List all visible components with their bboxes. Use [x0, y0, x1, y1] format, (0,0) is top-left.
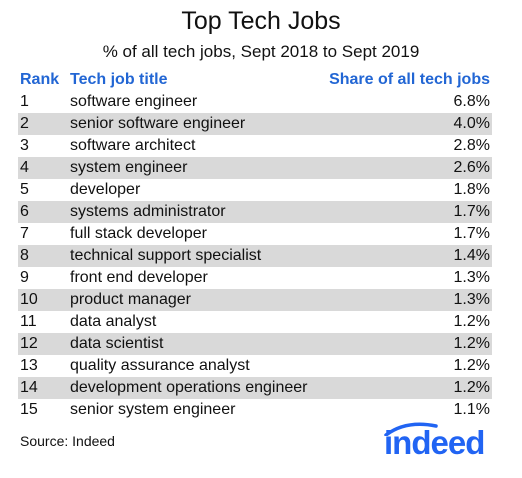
job-title-cell: senior software engineer: [70, 113, 321, 135]
table-row: 9 front end developer 1.3%: [18, 267, 492, 289]
job-title-cell: quality assurance analyst: [70, 357, 250, 374]
table-row: 3 software architect 2.8%: [18, 135, 492, 157]
table-row: 2 senior software engineer 4.0%: [18, 113, 492, 135]
job-title-cell: data analyst: [70, 313, 157, 330]
share-cell: 1.7%: [453, 225, 490, 242]
logo-arc-icon: [384, 422, 438, 436]
rank-cell: 5: [20, 181, 29, 198]
source-note: Source: Indeed: [20, 433, 115, 449]
header-rank: Rank: [20, 70, 60, 88]
rank-cell: 7: [20, 225, 29, 242]
table-row: 1 software engineer 6.8%: [18, 91, 492, 113]
chart-title: Top Tech Jobs: [181, 7, 341, 35]
rank-cell: 11: [20, 313, 37, 330]
share-cell: 1.2%: [453, 357, 490, 374]
job-title-cell: development operations engineer: [70, 377, 321, 399]
table-row: 12 data scientist 1.2%: [18, 333, 492, 355]
share-cell: 1.3%: [320, 289, 492, 311]
share-cell: 1.1%: [453, 401, 490, 418]
rank-cell: 4: [18, 157, 70, 179]
share-cell: 1.2%: [320, 377, 492, 399]
logo-wordmark: indeed: [384, 424, 485, 461]
job-title-cell: developer: [70, 181, 141, 198]
table-row: 14 development operations engineer 1.2%: [18, 377, 492, 399]
rank-cell: 13: [20, 357, 38, 374]
table-row: 10 product manager 1.3%: [18, 289, 492, 311]
table-row: 7 full stack developer 1.7%: [18, 223, 492, 245]
job-title-cell: front end developer: [70, 269, 208, 286]
job-title-cell: data scientist: [70, 333, 321, 355]
share-cell: 1.8%: [453, 181, 490, 198]
share-cell: 2.8%: [453, 137, 490, 154]
job-title-cell: software engineer: [70, 93, 198, 110]
header-job-title: Tech job title: [70, 70, 168, 88]
job-title-cell: system engineer: [70, 157, 321, 179]
share-cell: 2.6%: [320, 157, 492, 179]
share-cell: 1.2%: [453, 313, 490, 330]
header-share: Share of all tech jobs: [329, 70, 490, 88]
rank-cell: 14: [18, 377, 70, 399]
table-row: 5 developer 1.8%: [18, 179, 492, 201]
rank-cell: 9: [20, 269, 29, 286]
rank-cell: 3: [20, 137, 29, 154]
job-title-cell: technical support specialist: [70, 245, 321, 267]
chart-subtitle: % of all tech jobs, Sept 2018 to Sept 20…: [102, 42, 420, 61]
share-cell: 4.0%: [320, 113, 492, 135]
job-title-cell: senior system engineer: [70, 401, 236, 418]
rank-cell: 2: [18, 113, 70, 135]
job-title-cell: software architect: [70, 137, 196, 154]
table-row: 4 system engineer 2.6%: [18, 157, 492, 179]
jobs-table: Rank Tech job title Share of all tech jo…: [18, 68, 492, 421]
share-cell: 1.2%: [320, 333, 492, 355]
table-row: 11 data analyst 1.2%: [18, 311, 492, 333]
table-row: 13 quality assurance analyst 1.2%: [18, 355, 492, 377]
job-title-cell: full stack developer: [70, 225, 207, 242]
share-cell: 6.8%: [453, 93, 490, 110]
job-title-cell: product manager: [70, 289, 321, 311]
table-row: 8 technical support specialist 1.4%: [18, 245, 492, 267]
table-header-row: Rank Tech job title Share of all tech jo…: [18, 68, 492, 91]
table-body: 1 software engineer 6.8% 2 senior software e…: [18, 91, 492, 421]
table-row: 6 systems administrator 1.7%: [18, 201, 492, 223]
rank-cell: 10: [18, 289, 70, 311]
rank-cell: 12: [18, 333, 70, 355]
rank-cell: 6: [18, 201, 70, 223]
rank-cell: 8: [18, 245, 70, 267]
share-cell: 1.4%: [320, 245, 492, 267]
share-cell: 1.3%: [453, 269, 490, 286]
job-title-cell: systems administrator: [70, 201, 321, 223]
rank-cell: 15: [20, 401, 38, 418]
indeed-logo: indeed: [384, 422, 494, 466]
share-cell: 1.7%: [320, 201, 492, 223]
table-row: 15 senior system engineer 1.1%: [18, 399, 492, 421]
rank-cell: 1: [20, 93, 29, 110]
